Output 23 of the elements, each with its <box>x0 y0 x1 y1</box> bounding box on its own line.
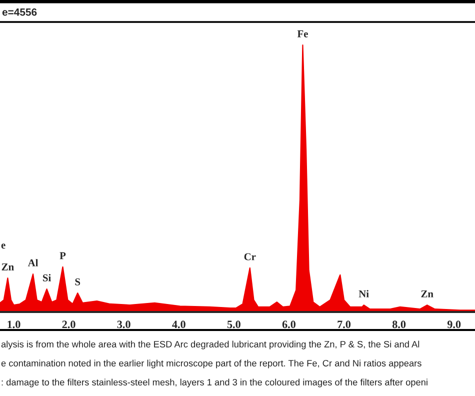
annotation: S <box>75 278 80 286</box>
annotation: Zn <box>421 290 434 298</box>
annotation: e <box>1 244 6 249</box>
x-tick-label: 5.0 <box>227 320 240 328</box>
x-tick-label: 7.0 <box>338 320 351 328</box>
x-tick-label: 6.0 <box>282 320 296 328</box>
text: : damage to the filters stainless-steel mesh, layers 1 and 3 in the coloured images of the filters after openi <box>2 378 428 388</box>
annotation: Zn <box>2 263 14 270</box>
annotation: Al <box>28 259 38 266</box>
annotation: Cr <box>244 253 256 260</box>
x-tick-label: 4.0 <box>172 320 186 328</box>
x-tick-label: 2.0 <box>62 320 76 328</box>
x-tick-label: 9.0 <box>447 320 461 328</box>
chart-title: e=4556 <box>2 8 37 16</box>
annotation: Ni <box>358 290 369 298</box>
x-tick-label: 1.0 <box>8 320 20 328</box>
annotation: P <box>60 252 66 260</box>
x-tick-label: 8.0 <box>392 320 406 328</box>
text: alysis is from the whole area with the ESD Arc degraded lubricant providing the Zn, P & S, the Si and Al <box>1 340 420 350</box>
text: e contamination noted in the earlier light microscope part of the report. The Fe, Cr and Ni ratios appears <box>1 360 422 368</box>
annotation: Fe <box>297 30 308 38</box>
annotation: Si <box>42 274 51 282</box>
x-tick-label: 3.0 <box>117 320 130 328</box>
